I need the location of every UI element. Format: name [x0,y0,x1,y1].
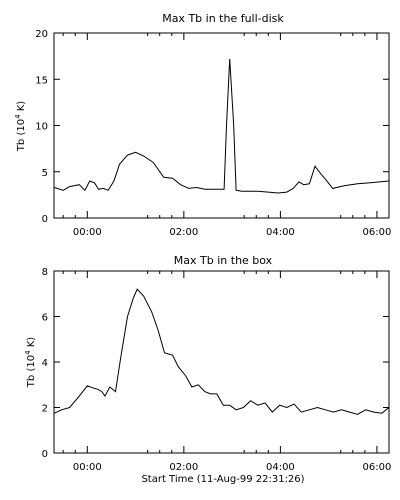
top-y-tick-label: 5 [42,168,48,179]
top-plot-frame [53,32,390,219]
bottom-y-tick-label: 8 [42,267,48,278]
top-series-line [54,58,390,194]
bottom-y-tick-label: 2 [42,404,48,415]
bottom-x-tick-label: 00:00 [73,462,102,473]
bottom-chart-title: Max Tb in the box [174,254,273,267]
bottom-x-tick-label: 06:00 [363,462,392,473]
top-panel: Max Tb in the full-disk Tb (104 K) 0 5 10 1… [14,12,391,238]
bottom-plot-frame [53,270,390,454]
top-y-tick-label: 0 [42,214,48,225]
bottom-y-tick-label: 4 [42,358,48,369]
bottom-y-tick-label: 6 [42,313,48,324]
bottom-x-tick-label: 04:00 [266,462,295,473]
bottom-y-tick-label: 0 [42,449,48,460]
bottom-x-ticks: 00:00 02:00 04:00 06:00 [62,271,392,473]
bottom-x-axis-label: Start Time (11-Aug-99 22:31:26) [141,474,304,485]
bottom-series-line [54,288,390,415]
bottom-x-tick-label: 02:00 [169,462,198,473]
top-y-tick-label: 20 [35,29,48,40]
top-y-tick-label: 15 [35,75,48,86]
bottom-panel: Max Tb in the box Tb (104 K) 0 2 4 6 8 00:00… [24,254,391,485]
top-x-tick-label: 00:00 [73,227,102,238]
bottom-y-axis-label: Tb (104 K) [24,337,37,388]
top-x-tick-label: 02:00 [169,227,198,238]
top-y-ticks: 0 5 10 15 20 [35,29,389,225]
top-x-tick-label: 04:00 [266,227,295,238]
top-x-tick-label: 06:00 [363,227,392,238]
bottom-y-ticks: 0 2 4 6 8 [42,267,389,460]
top-chart-title: Max Tb in the full-disk [162,12,284,25]
top-y-axis-label: Tb (104 K) [14,101,27,152]
top-x-ticks: 00:00 02:00 04:00 06:00 [62,33,392,238]
top-y-tick-label: 10 [35,122,48,133]
